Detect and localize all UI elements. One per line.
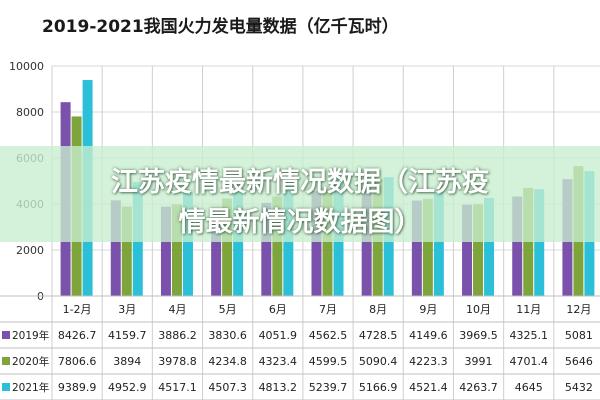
table-cell-value: 4521.4 — [409, 381, 448, 394]
legend-swatch — [2, 331, 10, 339]
x-category-label: 12月 — [566, 303, 591, 316]
table-cell-value: 4149.6 — [409, 329, 448, 342]
bar — [182, 192, 193, 296]
legend-swatch — [2, 357, 10, 365]
legend-series-name: 2021年 — [12, 381, 49, 394]
bar — [484, 197, 495, 296]
table-cell-value: 5090.4 — [359, 355, 398, 368]
table-cell-value: 4728.5 — [359, 329, 398, 342]
table-cell-value: 4645 — [515, 381, 543, 394]
table-cell-value: 3969.5 — [459, 329, 498, 342]
bar — [422, 198, 433, 296]
bar — [110, 200, 121, 296]
bar — [322, 190, 333, 296]
table-cell-value: 4701.4 — [509, 355, 548, 368]
table-cell-value: 4234.8 — [208, 355, 247, 368]
x-category-label: 5月 — [219, 303, 237, 316]
table-cell-value: 3978.8 — [158, 355, 197, 368]
table-cell-value: 4517.1 — [158, 381, 197, 394]
table-cell-value: 4507.3 — [208, 381, 247, 394]
overlay-text-line-2: 情最新情况数据图） — [178, 207, 422, 238]
table-cell-value: 3894 — [113, 355, 141, 368]
legend-swatch — [2, 383, 10, 391]
table-cell-value: 4599.5 — [309, 355, 348, 368]
legend-series-name: 2019年 — [12, 329, 49, 342]
x-category-label: 3月 — [118, 303, 136, 316]
table-cell-value: 4159.7 — [108, 329, 147, 342]
x-category-label: 9月 — [419, 303, 437, 316]
x-category-label: 10月 — [466, 303, 491, 316]
table-cell-value: 8426.7 — [58, 329, 97, 342]
table-cell-value: 5646 — [565, 355, 593, 368]
bar — [272, 196, 283, 296]
bar — [261, 202, 272, 296]
table-cell-value: 5081 — [565, 329, 593, 342]
bar — [512, 196, 523, 296]
table-cell-value: 4325.1 — [509, 329, 548, 342]
x-category-label: 8月 — [369, 303, 387, 316]
bar — [433, 192, 444, 296]
table-cell-value: 9389.9 — [58, 381, 97, 394]
x-category-label: 1-2月 — [63, 303, 92, 316]
x-category-label: 4月 — [168, 303, 186, 316]
bar — [311, 191, 322, 296]
table-cell-value: 4323.4 — [259, 355, 298, 368]
y-tick-label: 2000 — [16, 244, 44, 257]
table-cell-value: 3830.6 — [208, 329, 247, 342]
y-tick-label: 10000 — [9, 60, 44, 73]
bar — [222, 198, 233, 296]
table-cell-value: 4562.5 — [309, 329, 348, 342]
bar — [534, 189, 545, 296]
bar — [411, 200, 422, 296]
table-cell-value: 4952.9 — [108, 381, 147, 394]
bar — [171, 204, 182, 296]
bar — [473, 204, 484, 296]
overlay-banner — [0, 146, 600, 242]
x-category-label: 6月 — [269, 303, 287, 316]
y-tick-label: 8000 — [16, 106, 44, 119]
table-cell-value: 5166.9 — [359, 381, 398, 394]
table-cell-value: 5239.7 — [309, 381, 348, 394]
bar — [160, 206, 171, 296]
table-cell-value: 4223.3 — [409, 355, 448, 368]
x-category-label: 7月 — [319, 303, 337, 316]
table-cell-value: 4263.7 — [459, 381, 498, 394]
table-cell-value: 7806.6 — [58, 355, 97, 368]
bar — [462, 204, 473, 296]
table-cell-value: 4813.2 — [259, 381, 298, 394]
legend-series-name: 2020年 — [12, 355, 49, 368]
table-cell-value: 3991 — [465, 355, 493, 368]
table-cell-value: 3886.2 — [158, 329, 197, 342]
chart-title: 2019-2021我国火力发电量数据（亿千瓦时） — [42, 17, 399, 37]
table-cell-value: 4051.9 — [259, 329, 298, 342]
overlay-text-line-1: 江苏疫情最新情况数据（江苏疫 — [111, 167, 489, 198]
table-cell-value: 5432 — [565, 381, 593, 394]
x-category-label: 11月 — [516, 303, 541, 316]
bar — [121, 206, 132, 296]
bar — [211, 207, 222, 296]
bar — [233, 192, 244, 296]
